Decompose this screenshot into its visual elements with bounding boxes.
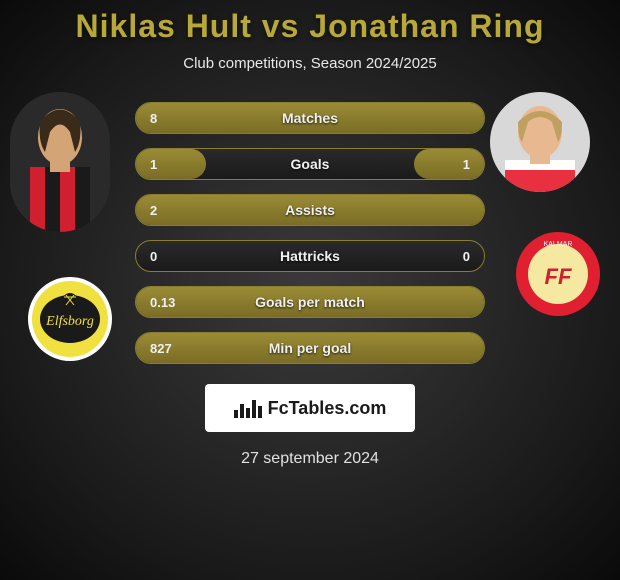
fctables-badge[interactable]: FcTables.com	[205, 384, 415, 432]
stat-label: Goals	[291, 156, 330, 172]
svg-text:Elfsborg: Elfsborg	[45, 314, 94, 329]
stats-area: Elfsborg FF KALMAR 8 Matches 1	[0, 102, 620, 364]
comparison-date: 27 september 2024	[241, 450, 379, 468]
comparison-card: Niklas Hult vs Jonathan Ring Club compet…	[0, 0, 620, 580]
kalmar-logo-icon: FF KALMAR	[516, 232, 600, 316]
stat-left-value: 0	[150, 249, 157, 264]
stat-label: Min per goal	[269, 340, 351, 356]
svg-text:KALMAR: KALMAR	[544, 241, 573, 248]
player-left-avatar-icon	[10, 92, 110, 232]
fctables-text: FcTables.com	[268, 398, 387, 419]
player-left-photo	[10, 92, 110, 232]
elfsborg-logo-icon: Elfsborg	[28, 277, 112, 361]
stat-label: Matches	[282, 110, 338, 126]
stat-bar-assists: 2 Assists	[135, 194, 485, 226]
stat-bar-min-per-goal: 827 Min per goal	[135, 332, 485, 364]
club-left-logo: Elfsborg	[28, 277, 112, 361]
player-right-photo	[490, 92, 590, 192]
stat-left-value: 0.13	[150, 295, 175, 310]
player-right-avatar-icon	[490, 92, 590, 192]
comparison-subtitle: Club competitions, Season 2024/2025	[183, 55, 437, 72]
stat-label: Assists	[285, 202, 335, 218]
svg-text:FF: FF	[545, 264, 572, 289]
stats-column: 8 Matches 1 Goals 1 2 Assists	[135, 102, 485, 364]
stat-left-value: 2	[150, 203, 157, 218]
stat-bar-matches: 8 Matches	[135, 102, 485, 134]
stat-left-value: 1	[150, 157, 157, 172]
stat-bar-hattricks: 0 Hattricks 0	[135, 240, 485, 272]
club-right-logo: FF KALMAR	[516, 232, 600, 316]
stat-bar-goals: 1 Goals 1	[135, 148, 485, 180]
stat-label: Hattricks	[280, 248, 340, 264]
stat-label: Goals per match	[255, 294, 365, 310]
stat-left-value: 8	[150, 111, 157, 126]
stat-bar-goals-per-match: 0.13 Goals per match	[135, 286, 485, 318]
stat-left-value: 827	[150, 341, 172, 356]
stat-right-value: 0	[463, 249, 470, 264]
bar-chart-icon	[234, 398, 262, 418]
comparison-title: Niklas Hult vs Jonathan Ring	[76, 8, 545, 45]
stat-right-value: 1	[463, 157, 470, 172]
